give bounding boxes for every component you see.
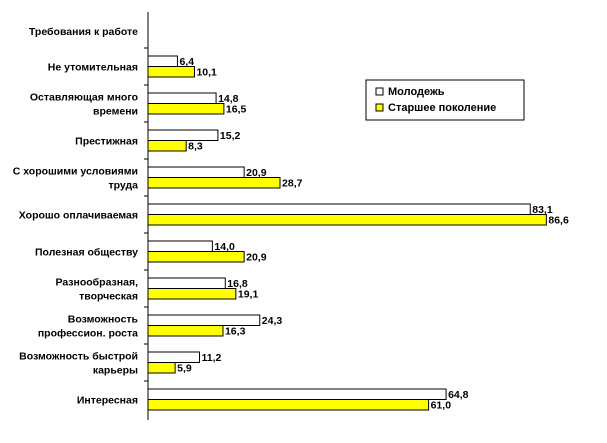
bar-youth — [147, 388, 447, 400]
category-label: Возможность быстрой карьеры — [19, 351, 138, 377]
bar-older — [147, 251, 245, 263]
bar-youth — [147, 129, 219, 141]
bar-youth — [147, 314, 261, 326]
bar-older — [147, 325, 224, 337]
data-label: 20,9 — [246, 252, 267, 264]
bar-older — [147, 288, 237, 300]
data-label: 16,3 — [225, 326, 246, 338]
data-label: 11,2 — [202, 352, 222, 364]
legend-swatch-youth — [375, 87, 384, 96]
bar-youth — [147, 351, 201, 363]
bar-older — [147, 399, 430, 411]
bar-older — [147, 140, 187, 152]
data-label: 86,6 — [548, 215, 569, 227]
category-label: Хорошо оплачиваемая — [19, 210, 138, 222]
data-label: 61,0 — [431, 400, 452, 412]
legend-box — [365, 79, 525, 121]
category-label: Оставляющая много времени — [30, 92, 138, 118]
legend: Молодежь Старшее поколение — [365, 79, 525, 121]
data-label: 16,8 — [227, 278, 248, 290]
data-label: 8,3 — [188, 141, 203, 153]
data-label: 15,2 — [220, 130, 241, 142]
axis-header-label: Требования к работе — [29, 26, 138, 38]
category-label: Разнообразная, творческая — [55, 277, 138, 303]
bar-youth — [147, 166, 245, 178]
bar-older — [147, 362, 176, 374]
data-label: 19,1 — [238, 289, 259, 301]
bar-older — [147, 66, 195, 78]
category-label: Не утомительная — [48, 62, 138, 74]
data-label: 5,9 — [177, 363, 192, 375]
data-label: 16,5 — [226, 104, 247, 116]
bar-older — [147, 214, 547, 226]
data-label: 6,4 — [179, 56, 194, 68]
legend-label-youth: Молодежь — [388, 86, 445, 98]
data-label: 28,7 — [282, 178, 303, 190]
bar-youth — [147, 55, 178, 67]
category-label: Интересная — [77, 395, 138, 407]
bar-older — [147, 103, 225, 115]
category-label: С хорошими условиями труда — [13, 166, 138, 192]
legend-label-older: Старшее поколение — [388, 102, 496, 114]
category-label: Возможность профессион. роста — [38, 314, 139, 340]
category-label: Престижная — [75, 136, 138, 148]
data-label: 24,3 — [262, 315, 283, 327]
bar-youth — [147, 92, 217, 104]
data-label: 64,8 — [448, 389, 469, 401]
bar-youth — [147, 277, 226, 289]
bar-youth — [147, 203, 531, 215]
legend-swatch-older — [375, 103, 384, 112]
data-label: 10,1 — [196, 67, 217, 79]
data-label: 14,8 — [218, 93, 239, 105]
bar-youth — [147, 240, 213, 252]
bar-older — [147, 177, 281, 189]
data-label: 20,9 — [246, 167, 267, 179]
data-label: 83,1 — [532, 204, 553, 216]
category-label: Полезная обществу — [35, 247, 138, 259]
data-label: 14,0 — [214, 241, 235, 253]
